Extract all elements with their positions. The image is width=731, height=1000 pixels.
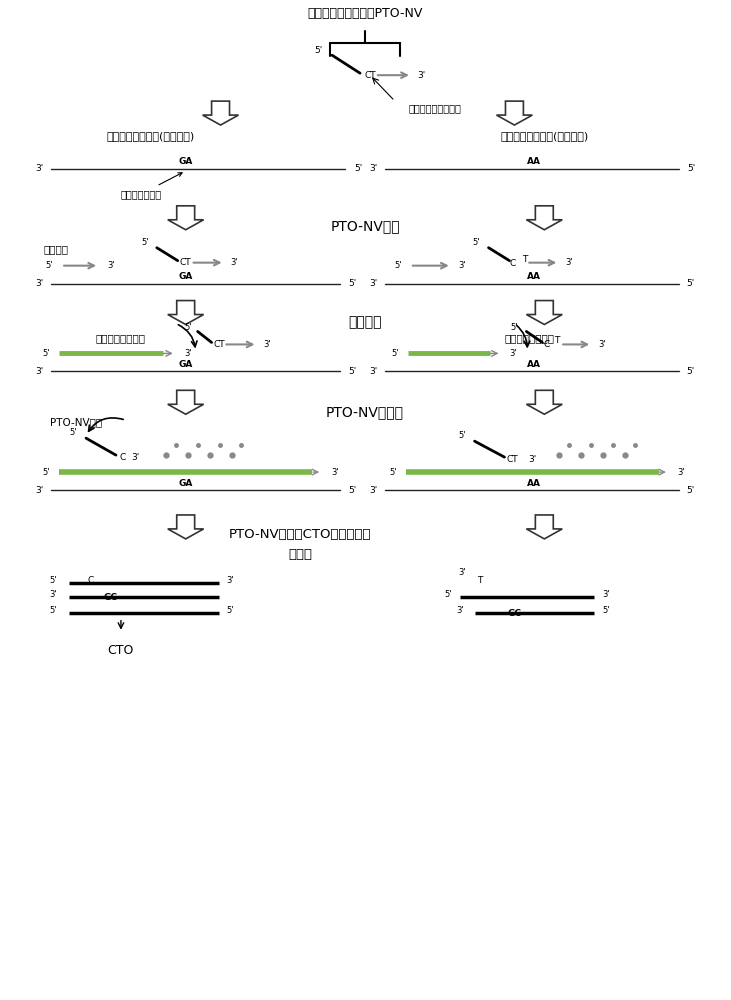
Text: 3': 3'	[132, 453, 140, 462]
Text: 包含靶变异的模板(匹配模板): 包含靶变异的模板(匹配模板)	[107, 131, 195, 141]
Text: AA: AA	[527, 272, 542, 281]
Text: 3': 3'	[35, 164, 43, 173]
Polygon shape	[526, 515, 562, 539]
Text: CT: CT	[180, 258, 192, 267]
Text: 5': 5'	[42, 349, 50, 358]
Text: 3': 3'	[35, 279, 43, 288]
Text: 3': 3'	[50, 590, 57, 599]
Text: 3': 3'	[331, 468, 339, 477]
Text: 5': 5'	[348, 367, 356, 376]
Text: 3': 3'	[369, 486, 377, 495]
Text: 5': 5'	[444, 590, 452, 599]
Text: 5': 5'	[348, 486, 356, 495]
Polygon shape	[167, 206, 204, 230]
Text: 5': 5'	[314, 46, 322, 55]
Text: 5': 5'	[42, 468, 50, 477]
Text: PTO-NV片段: PTO-NV片段	[50, 417, 102, 427]
Text: T: T	[477, 576, 482, 585]
Text: CTO: CTO	[107, 644, 134, 657]
Text: 3': 3'	[565, 258, 573, 267]
Text: 核苷酸变异位点: 核苷酸变异位点	[121, 173, 182, 199]
Text: 3': 3'	[677, 468, 685, 477]
Text: 5': 5'	[688, 164, 696, 173]
Text: C: C	[543, 340, 550, 349]
Text: 5': 5'	[389, 468, 397, 477]
Text: 3': 3'	[227, 576, 235, 585]
Text: CT: CT	[364, 71, 376, 80]
Polygon shape	[526, 301, 562, 324]
Text: GA: GA	[178, 479, 193, 488]
Text: 引物延伸: 引物延伸	[348, 315, 382, 329]
Text: 包含靶变异的模板(错配模板): 包含靶变异的模板(错配模板)	[500, 131, 588, 141]
Text: GA: GA	[178, 157, 193, 166]
Text: C: C	[120, 453, 126, 462]
Text: 5': 5'	[141, 238, 148, 247]
Text: 5': 5'	[50, 576, 57, 585]
Text: 5': 5'	[354, 164, 362, 173]
Text: 3': 3'	[35, 367, 43, 376]
Text: PTO-NV杂交: PTO-NV杂交	[330, 219, 400, 233]
Text: GC: GC	[507, 609, 521, 618]
Text: 3': 3'	[598, 340, 606, 349]
Polygon shape	[526, 206, 562, 230]
Text: 核苷酸变异区别位点: 核苷酸变异区别位点	[409, 103, 461, 113]
Polygon shape	[202, 101, 238, 125]
Text: PTO-NV的切割: PTO-NV的切割	[326, 405, 404, 419]
Text: CT: CT	[213, 340, 225, 349]
Text: 5': 5'	[686, 367, 695, 376]
Text: GC: GC	[104, 593, 118, 602]
Text: 3': 3'	[264, 340, 271, 349]
Text: 上游引物: 上游引物	[44, 244, 69, 254]
Text: 5': 5'	[602, 606, 610, 615]
Text: 第一初期切割位点: 第一初期切割位点	[96, 333, 146, 343]
Polygon shape	[167, 390, 204, 414]
Text: 3': 3'	[231, 258, 238, 267]
Text: 3': 3'	[510, 349, 518, 358]
Polygon shape	[526, 390, 562, 414]
Text: PTO-NV片段与CTO之间的杂交: PTO-NV片段与CTO之间的杂交	[229, 528, 371, 541]
Text: 包含靶变异的模板的PTO-NV: 包含靶变异的模板的PTO-NV	[307, 7, 423, 20]
Text: T: T	[522, 255, 527, 264]
Text: 5': 5'	[686, 279, 695, 288]
Text: 3': 3'	[369, 164, 377, 173]
Text: 5': 5'	[348, 279, 356, 288]
Text: AA: AA	[527, 360, 542, 369]
Polygon shape	[167, 301, 204, 324]
Text: 5': 5'	[511, 323, 518, 332]
Text: GA: GA	[178, 360, 193, 369]
Text: 3': 3'	[369, 279, 377, 288]
Text: 3': 3'	[369, 367, 377, 376]
Text: T: T	[553, 336, 559, 345]
Text: 5': 5'	[227, 606, 234, 615]
Text: 3': 3'	[456, 606, 463, 615]
Text: GA: GA	[178, 272, 193, 281]
Text: 3': 3'	[184, 349, 192, 358]
Text: 5': 5'	[458, 431, 466, 440]
Text: 5': 5'	[45, 261, 53, 270]
Text: 5': 5'	[473, 238, 480, 247]
Text: 3': 3'	[35, 486, 43, 495]
Text: 3': 3'	[602, 590, 610, 599]
Text: 第二初期切割位点: 第二初期切割位点	[504, 333, 554, 343]
Text: 5': 5'	[394, 261, 401, 270]
Text: AA: AA	[527, 157, 542, 166]
Text: AA: AA	[527, 479, 542, 488]
Polygon shape	[496, 101, 532, 125]
Text: 5': 5'	[391, 349, 398, 358]
Text: 及延伸: 及延伸	[288, 548, 312, 561]
Text: 5': 5'	[50, 606, 57, 615]
Text: CT: CT	[507, 455, 518, 464]
Text: C: C	[88, 576, 94, 585]
Text: 5': 5'	[69, 428, 77, 437]
Text: 3': 3'	[458, 261, 466, 270]
Text: 5': 5'	[686, 486, 695, 495]
Text: 3': 3'	[458, 568, 466, 577]
Text: 5': 5'	[184, 323, 192, 332]
Polygon shape	[167, 515, 204, 539]
Text: 3': 3'	[529, 455, 537, 464]
Text: 3': 3'	[107, 261, 115, 270]
Text: 3': 3'	[417, 71, 426, 80]
Text: C: C	[510, 259, 515, 268]
